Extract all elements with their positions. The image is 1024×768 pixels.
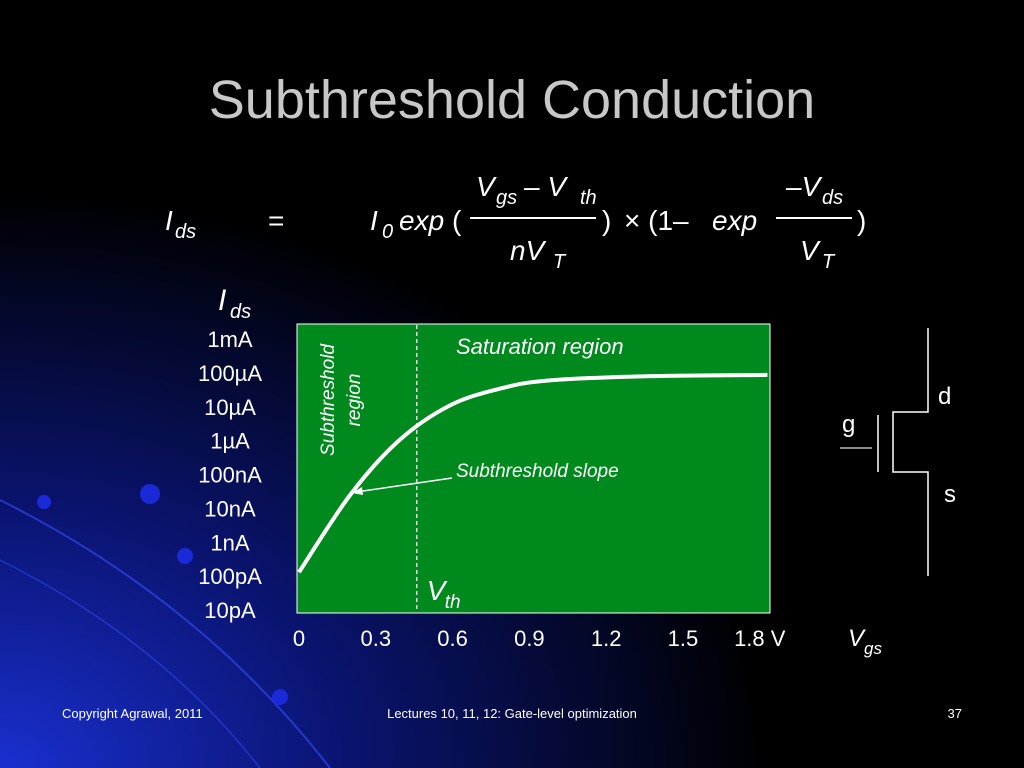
eq-part: gs	[496, 187, 517, 209]
eq-part: (	[452, 205, 462, 236]
footer-left: Copyright Agrawal, 2011	[62, 706, 203, 721]
annotation: region	[344, 374, 365, 427]
x-axis-label: V	[848, 625, 866, 652]
x-axis-label-sub: gs	[864, 639, 882, 658]
eq-part: ds	[175, 221, 196, 243]
y-tick-label: 10nA	[204, 496, 256, 521]
x-tick-label: 1.2	[591, 626, 622, 651]
annotation-arrow	[355, 477, 453, 493]
eq-part: )	[602, 205, 611, 236]
transistor-channel	[892, 328, 929, 576]
equation: I ds = I 0 exp ( V gs – V th nV T ) × (1…	[165, 171, 866, 273]
y-tick-label: 1µA	[210, 429, 250, 454]
eq-part: T	[553, 251, 567, 273]
decor-dot	[272, 689, 288, 705]
annotation: Subthreshold	[318, 343, 339, 456]
y-axis-label: I	[218, 284, 226, 317]
x-tick-label: 1.8 V	[734, 626, 786, 651]
annotation: Saturation region	[456, 334, 624, 359]
rotated-annotation: Subthreshold region	[318, 343, 365, 456]
drain-label: d	[938, 383, 951, 410]
x-tick-label: 0	[293, 626, 305, 651]
eq-part: –V	[785, 171, 823, 202]
eq-part: I	[165, 205, 173, 236]
eq-part: 0	[382, 221, 393, 243]
y-tick-label: 100nA	[198, 463, 262, 488]
reference-label-sub: th	[445, 592, 461, 613]
plot-area	[296, 323, 771, 614]
decor-arc	[0, 559, 261, 768]
source-label: s	[944, 481, 956, 508]
y-tick-label: 1nA	[210, 530, 249, 555]
eq-part: th	[580, 187, 597, 209]
curve	[297, 372, 768, 574]
eq-part: V	[800, 235, 821, 266]
eq-part: T	[822, 251, 836, 273]
y-tick-label: 1mA	[207, 327, 253, 352]
eq-part: I	[370, 205, 378, 236]
eq-part: =	[268, 205, 284, 236]
x-tick-label: 0.6	[437, 626, 468, 651]
decor-dot	[37, 495, 51, 509]
decor-dot	[140, 484, 160, 504]
eq-part: exp	[712, 205, 757, 236]
eq-part: × (1–	[624, 205, 689, 236]
y-tick-label: 10µA	[204, 395, 256, 420]
eq-part: nV	[510, 235, 547, 266]
y-tick-label: 100pA	[198, 564, 262, 589]
page-number: 37	[948, 706, 962, 721]
y-tick-label: 10pA	[204, 598, 256, 623]
footer-center: Lectures 10, 11, 12: Gate-level optimiza…	[387, 706, 637, 721]
annotation: Subthreshold slope	[456, 461, 619, 482]
x-tick-label: 1.5	[668, 626, 699, 651]
x-tick-label: 0.9	[514, 626, 545, 651]
transistor-symbol	[840, 328, 929, 576]
eq-part: )	[857, 205, 866, 236]
title: Subthreshold Conduction	[209, 70, 815, 130]
eq-part: exp	[399, 205, 444, 236]
y-tick-label: 100µA	[198, 361, 262, 386]
chart: I ds V gs Saturation region Subthreshold…	[198, 284, 882, 658]
gate-label: g	[842, 411, 855, 438]
eq-part: – V	[523, 171, 568, 202]
decor-dot	[177, 548, 193, 564]
eq-part: ds	[822, 187, 843, 209]
reference-label: V	[427, 575, 448, 606]
decor-arc	[0, 499, 331, 768]
eq-part: V	[476, 171, 497, 202]
y-axis-label-sub: ds	[230, 301, 251, 323]
x-tick-label: 0.3	[360, 626, 391, 651]
arrow-head	[352, 487, 363, 495]
